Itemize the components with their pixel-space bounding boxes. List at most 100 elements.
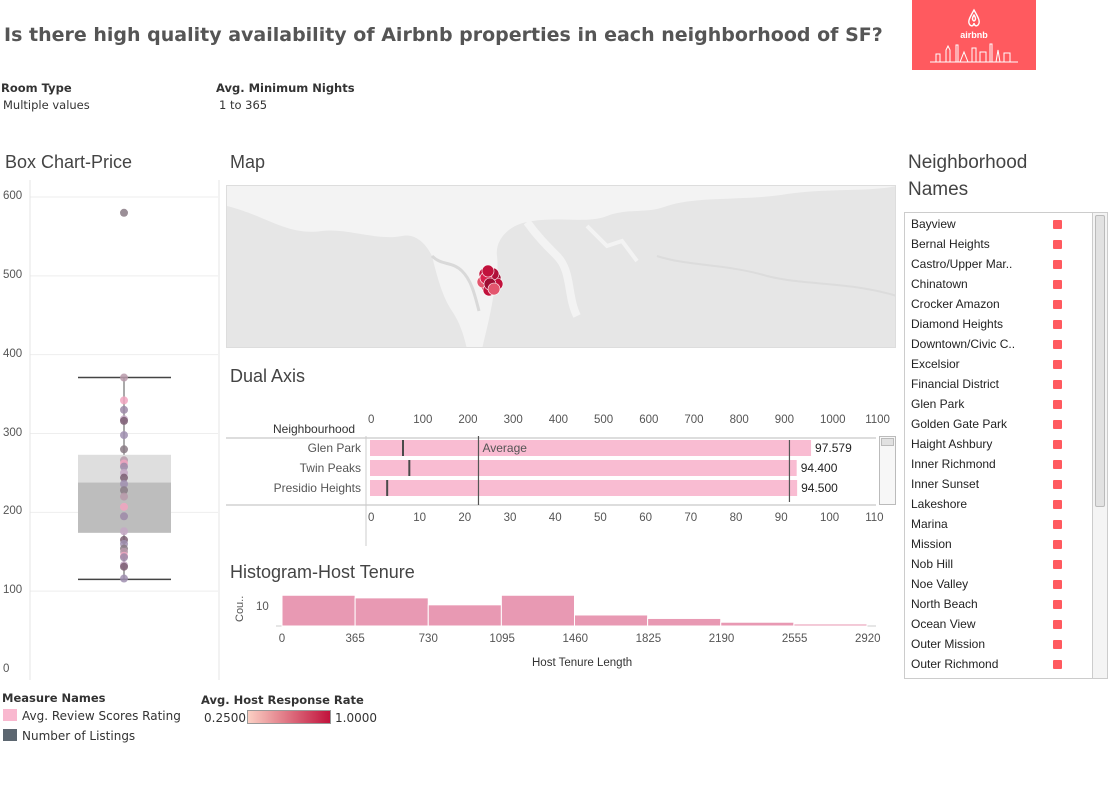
neighborhood-item[interactable]: Golden Gate Park — [911, 417, 1008, 431]
neighborhood-item[interactable]: Excelsior — [911, 357, 960, 371]
dual-axis-chart — [226, 436, 876, 546]
neighborhood-select-icon[interactable] — [1053, 340, 1062, 349]
neighborhood-item[interactable]: Crocker Amazon — [911, 297, 1000, 311]
neighborhood-item[interactable]: Chinatown — [911, 277, 968, 291]
dual-average-label: Average — [482, 441, 527, 455]
dual-axis-title: Dual Axis — [230, 366, 306, 386]
neighborhood-list[interactable]: Bayview Bernal Heights Castro/Upper Mar.. C… — [904, 212, 1092, 679]
neighborhood-item[interactable]: Financial District — [911, 377, 1000, 391]
dual-axis-scroll-thumb[interactable] — [881, 438, 894, 446]
neighborhood-select-icon[interactable] — [1053, 560, 1062, 569]
dual-top-tick: 1100 — [865, 414, 890, 426]
box-price-point — [120, 473, 128, 482]
airbnb-logo: airbnb — [912, 0, 1036, 70]
neighborhood-select-icon[interactable] — [1053, 440, 1062, 449]
neighborhood-scrollbar[interactable] — [1092, 212, 1108, 679]
box-chart — [29, 180, 220, 680]
map-view[interactable] — [226, 185, 896, 348]
neighborhood-select-icon[interactable] — [1053, 500, 1062, 509]
box-price-point — [120, 574, 128, 583]
dual-bottom-tick: 60 — [639, 512, 652, 524]
bay-area-map — [227, 186, 895, 347]
neighborhood-select-icon[interactable] — [1053, 540, 1062, 549]
neighborhood-item[interactable]: Diamond Heights — [911, 317, 1004, 331]
neighborhood-item[interactable]: Bayview — [911, 217, 956, 231]
neighborhood-item[interactable]: Inner Sunset — [911, 477, 980, 491]
neighborhood-select-icon[interactable] — [1053, 580, 1062, 589]
neighborhood-select-icon[interactable] — [1053, 420, 1062, 429]
dual-top-tick: 700 — [684, 414, 704, 426]
filter-min-nights-title: Avg. Minimum Nights — [216, 81, 355, 95]
neighborhood-item[interactable]: Marina — [911, 517, 948, 531]
neighborhood-item[interactable]: Lakeshore — [911, 497, 968, 511]
histogram-y-tick: 10 — [256, 601, 269, 613]
neighborhood-select-icon[interactable] — [1053, 400, 1062, 409]
histogram-bar — [720, 621, 795, 627]
legend-response-gradient — [247, 710, 331, 724]
neighborhood-select-icon[interactable] — [1053, 600, 1062, 609]
dual-bottom-tick: 20 — [458, 512, 472, 524]
box-price-point — [120, 502, 128, 511]
dual-top-tick: 200 — [458, 414, 478, 426]
neighborhood-item[interactable]: Mission — [911, 537, 952, 551]
neighborhood-item[interactable]: Ocean View — [911, 617, 976, 631]
box-chart-title: Box Chart-Price — [5, 152, 133, 172]
dual-rating-bar — [370, 460, 797, 476]
neighborhood-select-icon[interactable] — [1053, 460, 1062, 469]
dual-top-tick: 300 — [503, 414, 523, 426]
neighborhood-select-icon[interactable] — [1053, 640, 1062, 649]
box-price-point — [120, 553, 128, 562]
neighborhood-select-icon[interactable] — [1053, 360, 1062, 369]
dual-axis-scrollbar[interactable] — [879, 436, 896, 505]
dual-top-tick: 0 — [368, 414, 375, 426]
dual-bottom-tick: 80 — [729, 512, 743, 524]
histogram-bar — [427, 604, 502, 627]
box-y-tick: 300 — [3, 426, 23, 439]
neighborhood-item[interactable]: Bernal Heights — [911, 237, 990, 251]
dual-bottom-tick: 40 — [548, 512, 562, 524]
legend-response-min: 0.2500 — [204, 711, 246, 725]
legend-label-review[interactable]: Avg. Review Scores Rating — [22, 709, 181, 723]
neighborhood-select-icon[interactable] — [1053, 380, 1062, 389]
neighborhood-scroll-thumb[interactable] — [1095, 215, 1105, 507]
dual-value-label: 94.500 — [801, 481, 838, 495]
legend-response-title: Avg. Host Response Rate — [201, 693, 364, 707]
neighborhood-select-icon[interactable] — [1053, 220, 1062, 229]
neighborhood-select-icon[interactable] — [1053, 620, 1062, 629]
neighborhood-item[interactable]: Noe Valley — [911, 577, 969, 591]
histogram-y-label: Cou.. — [234, 595, 246, 622]
neighborhood-item[interactable]: Haight Ashbury — [911, 437, 993, 451]
box-price-point — [120, 445, 128, 454]
neighborhood-title-line1: Neighborhood — [908, 152, 1028, 173]
neighborhood-select-icon[interactable] — [1053, 240, 1062, 249]
neighborhood-select-icon[interactable] — [1053, 660, 1062, 669]
legend-label-listings[interactable]: Number of Listings — [22, 729, 136, 743]
filter-min-nights-value[interactable]: 1 to 365 — [219, 98, 268, 112]
neighborhood-item[interactable]: North Beach — [911, 597, 978, 611]
neighborhood-item[interactable]: Nob Hill — [911, 557, 954, 571]
neighborhood-select-icon[interactable] — [1053, 320, 1062, 329]
neighborhood-item[interactable]: Outer Mission — [911, 637, 986, 651]
filter-room-type-value[interactable]: Multiple values — [3, 98, 90, 112]
neighborhood-item[interactable]: Outer Richmond — [911, 657, 999, 671]
histogram-title: Histogram-Host Tenure — [230, 562, 415, 582]
histogram-x-tick: 1825 — [635, 633, 662, 645]
neighborhood-item[interactable]: Downtown/Civic C.. — [911, 337, 1016, 351]
dual-bottom-tick: 100 — [820, 512, 840, 524]
dual-bottom-tick: 90 — [774, 512, 788, 524]
airbnb-skyline-icon — [930, 8, 1018, 63]
histogram-x-tick: 1095 — [489, 633, 515, 645]
neighborhood-item[interactable]: Glen Park — [911, 397, 965, 411]
neighborhood-item[interactable]: Inner Richmond — [911, 457, 996, 471]
neighborhood-select-icon[interactable] — [1053, 480, 1062, 489]
neighborhood-item[interactable]: Castro/Upper Mar.. — [911, 257, 1013, 271]
neighborhood-select-icon[interactable] — [1053, 300, 1062, 309]
box-y-tick: 100 — [3, 584, 23, 597]
box-price-point — [120, 462, 128, 471]
neighborhood-select-icon[interactable] — [1053, 280, 1062, 289]
box-y-tick: 600 — [3, 190, 23, 202]
histogram-x-tick: 2555 — [781, 633, 808, 645]
neighborhood-select-icon[interactable] — [1053, 260, 1062, 269]
neighborhood-select-icon[interactable] — [1053, 520, 1062, 529]
box-price-point — [120, 492, 128, 501]
